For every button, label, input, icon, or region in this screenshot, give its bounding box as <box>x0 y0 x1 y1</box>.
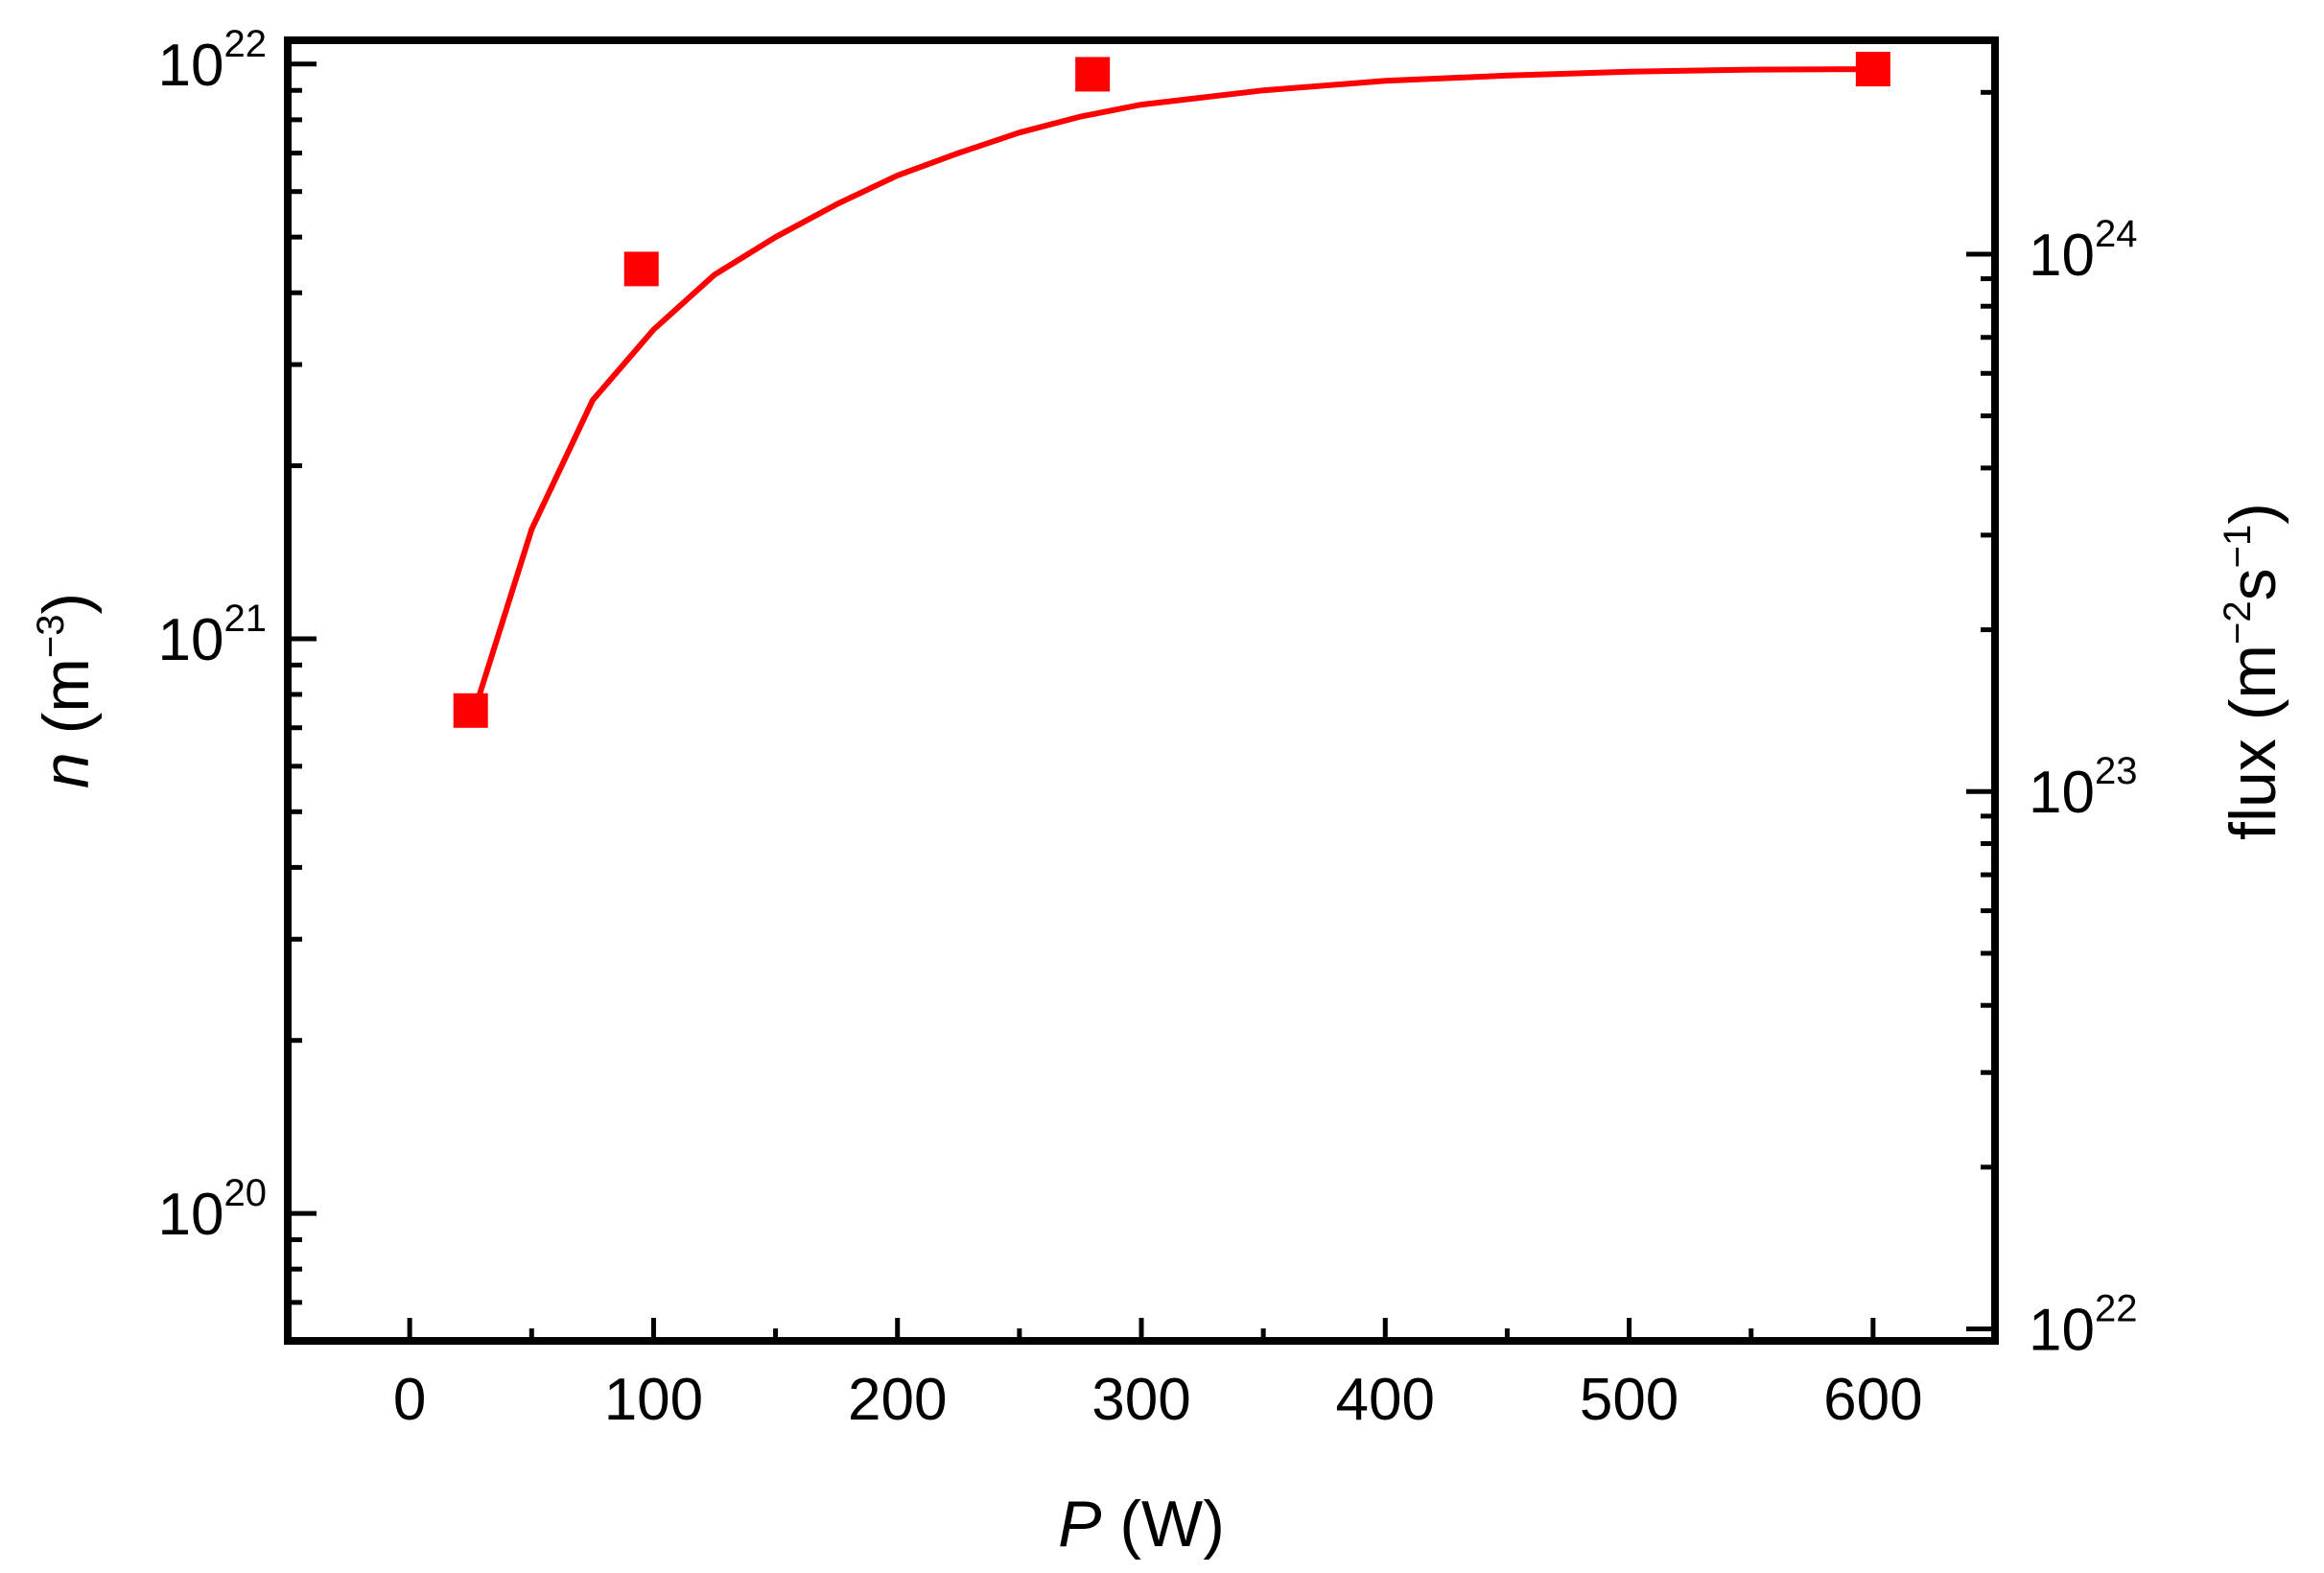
x-tick-label: 300 <box>1092 1367 1190 1433</box>
x-tick-label: 0 <box>393 1367 426 1433</box>
x-tick-label: 400 <box>1336 1367 1435 1433</box>
x-axis-title: P (W) <box>1058 1488 1225 1561</box>
plot-content <box>453 52 1890 728</box>
x-tick-label: 100 <box>604 1367 703 1433</box>
plot-frame <box>284 36 1999 1345</box>
y-axis-left-title: n (m−3) <box>30 593 103 788</box>
y-axis-right-title: flux (m−2s−1) <box>2217 503 2289 840</box>
data-point <box>453 693 488 728</box>
data-point <box>623 251 659 287</box>
y-right-tick-label: 1024 <box>2029 213 2137 289</box>
y-left-tick-label: 1020 <box>158 1172 267 1248</box>
fit-curve <box>472 66 1873 709</box>
y-left-tick-label: 1021 <box>158 598 267 673</box>
axis-ticks <box>285 61 1998 1344</box>
data-point <box>1075 57 1111 92</box>
y-right-tick-label: 1023 <box>2029 750 2137 826</box>
x-tick-label: 600 <box>1823 1367 1922 1433</box>
x-tick-label: 500 <box>1580 1367 1678 1433</box>
x-tick-label: 200 <box>848 1367 947 1433</box>
y-left-tick-label: 1022 <box>158 23 267 99</box>
y-right-tick-label: 1022 <box>2029 1288 2137 1364</box>
tick-labels: 0 100 200 300 400 500 600 1020 1021 1022 1022 1023 1… <box>158 23 2138 1433</box>
data-point <box>1855 52 1890 87</box>
